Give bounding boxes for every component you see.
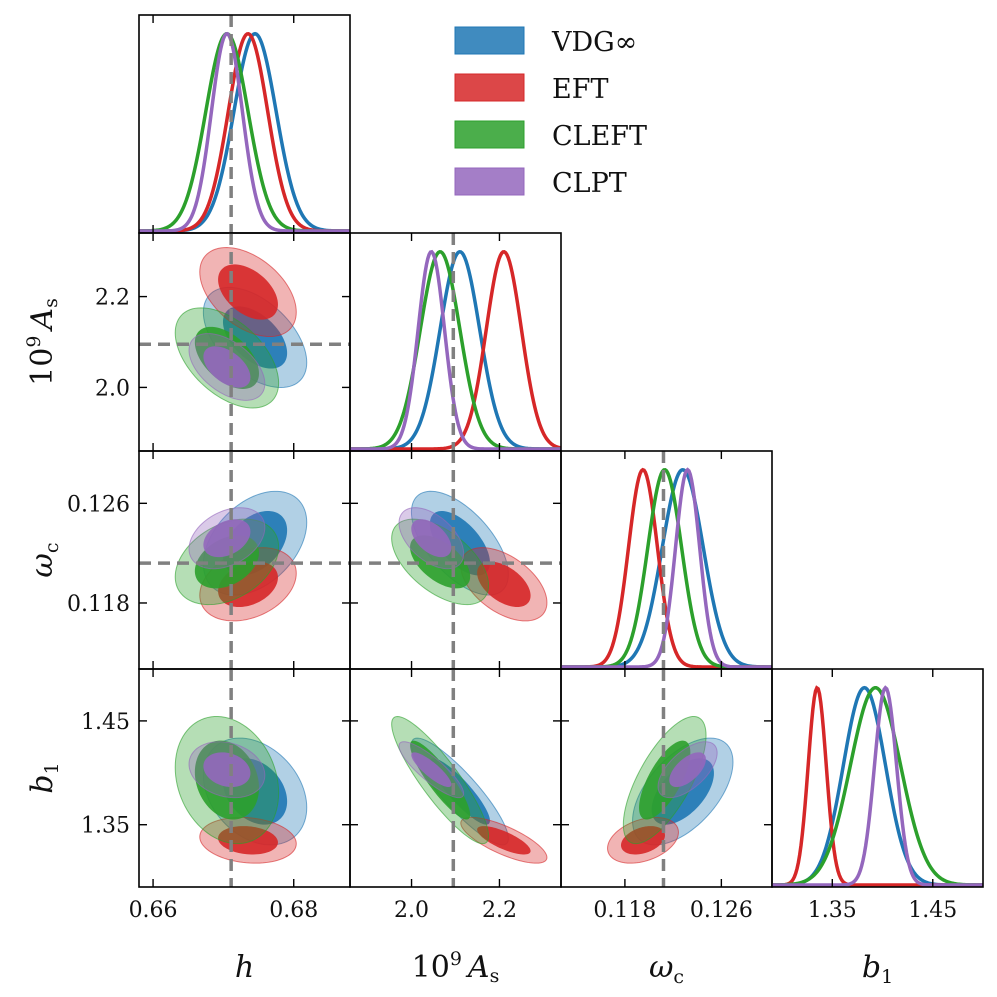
contour-68-wc-As-3 [411, 519, 452, 558]
y-tick-label-As-0: 2.0 [95, 376, 130, 401]
y-tick-label-b1-0: 1.35 [81, 814, 130, 839]
x-axis-label-h-part: h [235, 950, 254, 985]
y-axis-label-As-part: 9 [23, 336, 45, 348]
x-axis-label-wc-part: ω [649, 950, 673, 985]
y-axis-label-As-part: A [25, 308, 60, 333]
x-axis-label-wc-part: c [673, 966, 684, 988]
y-axis-label-As: 109 As [13, 298, 62, 386]
y-axis-label-As-part: s [40, 298, 62, 308]
panel-wc-vs-As [350, 451, 561, 669]
legend-swatch-1 [454, 73, 525, 102]
panel-wc-vs-wc [561, 451, 772, 669]
contour-68-b1-wc-0 [651, 758, 714, 825]
y-tick-label-As-1: 2.2 [95, 286, 130, 311]
contour-68-b1-wc-1 [621, 826, 665, 855]
y-axis-label-b1-part: 1 [41, 762, 63, 774]
contour-68-wc-As-0 [429, 511, 490, 576]
contour-68-b1-h-3 [203, 752, 251, 788]
y-axis-label-b1: b1 [25, 762, 63, 793]
x-tick-label-b1-0: 1.35 [808, 898, 857, 923]
x-axis-label-b1-part: 1 [881, 966, 893, 988]
x-tick-label-b1-1: 1.45 [908, 898, 957, 923]
panel-As-vs-As [350, 233, 561, 451]
y-tick-label-b1-1: 1.45 [81, 710, 130, 735]
contour-68-b1-wc-2 [639, 740, 691, 820]
x-axis-label-b1: b1 [862, 950, 893, 988]
panel-h-vs-h [139, 15, 350, 233]
panel-b1-vs-As [391, 669, 548, 887]
legend-swatch-3 [454, 167, 525, 196]
contour-68-As-h-1 [218, 264, 278, 320]
marginal-curve-wc-3 [561, 467, 772, 669]
marginal-curve-wc-1 [561, 467, 772, 669]
marginal-curve-wc-0 [561, 467, 772, 669]
y-axis-label-As-part: 10 [25, 348, 60, 386]
x-tick-label-wc-0: 0.118 [593, 898, 656, 923]
x-axis-label-As-part: A [465, 950, 490, 985]
marginal-curve-h-3 [139, 31, 350, 233]
legend-swatch-2 [454, 120, 525, 149]
contour-68-b1-wc-3 [669, 752, 706, 788]
legend-label-3: CLPT [552, 168, 627, 199]
x-tick-label-wc-1: 0.126 [690, 898, 753, 923]
panel-As-vs-h [139, 233, 350, 451]
x-axis-label-As-part: 10 [412, 950, 450, 985]
x-axis-label-As-part: 9 [450, 948, 462, 970]
panel-wc-vs-h [139, 451, 350, 669]
marginal-curve-As-3 [350, 249, 561, 451]
y-tick-label-wc-0: 0.118 [67, 592, 130, 617]
legend-swatch-0 [454, 26, 525, 55]
panel-frame [771, 668, 984, 888]
contour-68-wc-As-1 [477, 561, 531, 608]
contour-68-As-h-3 [203, 346, 251, 388]
x-tick-label-h-0: 0.66 [129, 898, 178, 923]
legend-label-1: EFT [552, 74, 608, 105]
contour-68-wc-h-3 [203, 519, 251, 558]
marginal-curve-b1-2 [772, 686, 983, 887]
panels-layer: 2.0 2.2 0.118 0.126 0.66 0.68 1.35 1.45 2.0 2.2 0.… [13, 14, 984, 988]
x-axis-label-b1-part: b [862, 950, 881, 985]
y-axis-label-wc-part: c [41, 542, 63, 553]
contour-68-b1-As-1 [477, 826, 531, 855]
panel-frame [560, 450, 773, 670]
y-tick-label-wc-1: 0.126 [67, 492, 130, 517]
panel-b1-vs-b1 [772, 685, 983, 887]
panel-b1-vs-h [174, 669, 308, 887]
y-axis-label-wc: ωc [25, 542, 63, 577]
x-axis-label-As-part: s [490, 965, 500, 987]
panel-b1-vs-wc [607, 669, 734, 887]
contour-68-b1-As-3 [411, 752, 452, 788]
x-tick-label-As-0: 2.0 [394, 898, 429, 923]
marginal-curve-wc-2 [561, 467, 772, 669]
legend-label-0: VDG∞ [551, 27, 637, 58]
x-tick-label-As-1: 2.2 [482, 898, 517, 923]
x-axis-label-wc: ωc [649, 950, 684, 988]
x-axis-label-As: 109 As [412, 938, 500, 987]
legend-label-2: CLEFT [552, 121, 647, 152]
y-axis-label-b1-part: b [25, 774, 60, 793]
legend: VDG∞ EFT CLEFT CLPT [454, 26, 647, 199]
x-tick-label-h-1: 0.68 [269, 898, 318, 923]
x-axis-label-h: h [235, 950, 254, 985]
marginal-curve-b1-3 [772, 685, 983, 887]
y-axis-label-wc-part: ω [25, 553, 60, 577]
